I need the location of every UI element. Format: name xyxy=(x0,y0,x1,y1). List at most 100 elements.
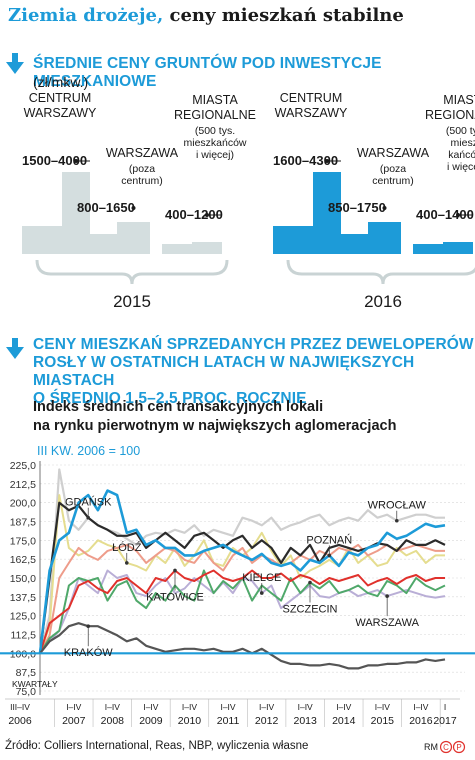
page-title: Ziemia drożeje, ceny mieszkań stabilne xyxy=(8,5,404,26)
section1-unit: (zł/mkw.) xyxy=(33,74,89,90)
phonogram-icon xyxy=(452,740,466,754)
x-tick-year: 2011 xyxy=(217,715,240,727)
section2-heading-line: O ŚREDNIO 1,5–2,5 PROC. ROCZNIE xyxy=(33,390,307,407)
x-tick-year: 2012 xyxy=(255,715,279,727)
x-tick-quarter: I xyxy=(444,702,446,712)
leader-dot xyxy=(205,213,209,217)
x-axis-title: KWARTAŁY xyxy=(12,679,58,689)
x-tick-quarter: I–IV xyxy=(143,702,158,712)
location-note: (500 tys. xyxy=(446,125,475,137)
x-tick-year: 2007 xyxy=(62,715,86,727)
price-bar-base xyxy=(413,244,443,254)
x-tick-year: 2017 xyxy=(433,715,457,727)
y-tick-label: 200,0 xyxy=(10,498,36,510)
section2-heading-line: ROSŁY W OSTATNICH LATACH W NAJWIĘKSZYCH … xyxy=(33,354,415,389)
x-tick-year: 2008 xyxy=(101,715,125,727)
x-tick-year: 2014 xyxy=(332,715,356,727)
price-bar-base xyxy=(341,234,368,254)
y-tick-label: 125,0 xyxy=(10,611,36,623)
y-tick-label: 162,5 xyxy=(10,554,36,566)
label-dot xyxy=(259,591,264,595)
arrow-down-icon xyxy=(6,53,24,74)
label-dot xyxy=(124,561,129,565)
x-tick-year: 2013 xyxy=(293,715,317,727)
label-dot xyxy=(173,568,177,573)
city-label: ŁÓDŹ xyxy=(112,541,142,554)
location-label: REGIONALNE xyxy=(425,108,475,122)
source-note: Źródło: Colliers International, Reas, NB… xyxy=(5,740,309,752)
label-dot xyxy=(385,594,389,598)
y-tick-label: 75,0 xyxy=(16,686,37,698)
copyright-icon xyxy=(440,740,453,754)
location-note: kańców xyxy=(448,149,475,161)
label-dot xyxy=(308,580,312,585)
location-label: WARSZAWY xyxy=(24,106,97,120)
x-tick-quarter: I–IV xyxy=(298,702,313,712)
city-label: KIELCE xyxy=(242,572,281,584)
x-tick-quarter: I–IV xyxy=(220,702,235,712)
title-rest: ceny mieszkań stabilne xyxy=(169,5,404,26)
x-tick-year: 2015 xyxy=(371,715,395,727)
chart-subtitle: Indeks średnich cen transakcyjnych lokal… xyxy=(33,398,396,436)
y-tick-label: 187,5 xyxy=(10,517,36,529)
location-note: (poza xyxy=(129,163,155,175)
leader-dot xyxy=(325,159,329,163)
location-note: (500 tys. xyxy=(195,125,235,137)
city-label: POZNAŃ xyxy=(306,533,352,546)
price-range: 400–1400 xyxy=(416,207,474,222)
series-line-kraków xyxy=(39,622,446,670)
series-line-warszawa xyxy=(38,489,446,654)
price-range: 1600–4300 xyxy=(273,153,338,168)
location-label: CENTRUM xyxy=(280,92,343,105)
price-bar xyxy=(117,222,150,254)
chart-subtitle-line: na rynku pierwotnym w największych aglom… xyxy=(33,418,397,434)
location-note: centrum) xyxy=(121,175,162,187)
y-tick-label: 225,0 xyxy=(10,460,36,472)
year-brace xyxy=(286,259,475,285)
svg-text:C: C xyxy=(443,743,449,752)
y-tick-label: 175,0 xyxy=(10,535,36,547)
x-tick-quarter: I–IV xyxy=(375,702,390,712)
price-bar-base xyxy=(162,244,192,254)
location-label: REGIONALNE xyxy=(174,108,256,122)
year-label: 2015 xyxy=(113,292,151,311)
price-range: 400–1200 xyxy=(165,207,223,222)
x-tick-quarter: I–IV xyxy=(336,702,351,712)
y-tick-label: 137,5 xyxy=(10,592,36,604)
section1-heading: ŚREDNIE CENY GRUNTÓW POD INWESTYCJE MIES… xyxy=(33,55,382,90)
label-dot xyxy=(394,518,399,523)
svg-text:P: P xyxy=(456,743,461,752)
chart-subtitle-line: Indeks średnich cen transakcyjnych lokal… xyxy=(33,399,324,415)
leader-dot xyxy=(456,213,460,217)
leader-dot xyxy=(131,206,136,210)
location-label: MIASTA xyxy=(192,93,238,107)
x-tick-year: 2006 xyxy=(8,715,32,727)
title-highlight: Ziemia drożeje, xyxy=(8,5,164,26)
y-tick-label: 150,0 xyxy=(10,573,36,585)
price-range: 1500–4000 xyxy=(22,153,87,168)
copyright-icons: C P xyxy=(440,740,466,754)
x-tick-quarter: I–IV xyxy=(105,702,120,712)
x-tick-year: 2009 xyxy=(139,715,163,727)
location-note: i więcej) xyxy=(196,149,234,161)
location-note: centrum) xyxy=(372,175,413,187)
x-tick-quarter: I–IV xyxy=(182,702,197,712)
location-label: WARSZAWA xyxy=(357,146,430,160)
y-tick-label: 212,5 xyxy=(10,479,36,491)
location-note: mieszkańców xyxy=(183,137,246,149)
city-label: WARSZAWA xyxy=(355,617,419,629)
y-tick-label: 112,5 xyxy=(11,630,37,642)
location-note: miesz- xyxy=(451,137,475,149)
price-range: 800–1650 xyxy=(77,200,135,215)
arrow-down-icon xyxy=(6,338,24,359)
x-tick-quarter: I–IV xyxy=(413,702,428,712)
price-range: 850–1750 xyxy=(328,200,386,215)
year-label: 2016 xyxy=(364,292,402,311)
price-bar xyxy=(192,242,222,254)
city-label: KATOWICE xyxy=(146,591,204,603)
location-note: (poza xyxy=(380,163,406,175)
section2-heading: CENY MIESZKAŃ SPRZEDANYCH PRZEZ DEWELOPE… xyxy=(33,336,475,408)
location-label: MIASTA xyxy=(443,93,475,107)
leader-dot xyxy=(74,159,78,163)
